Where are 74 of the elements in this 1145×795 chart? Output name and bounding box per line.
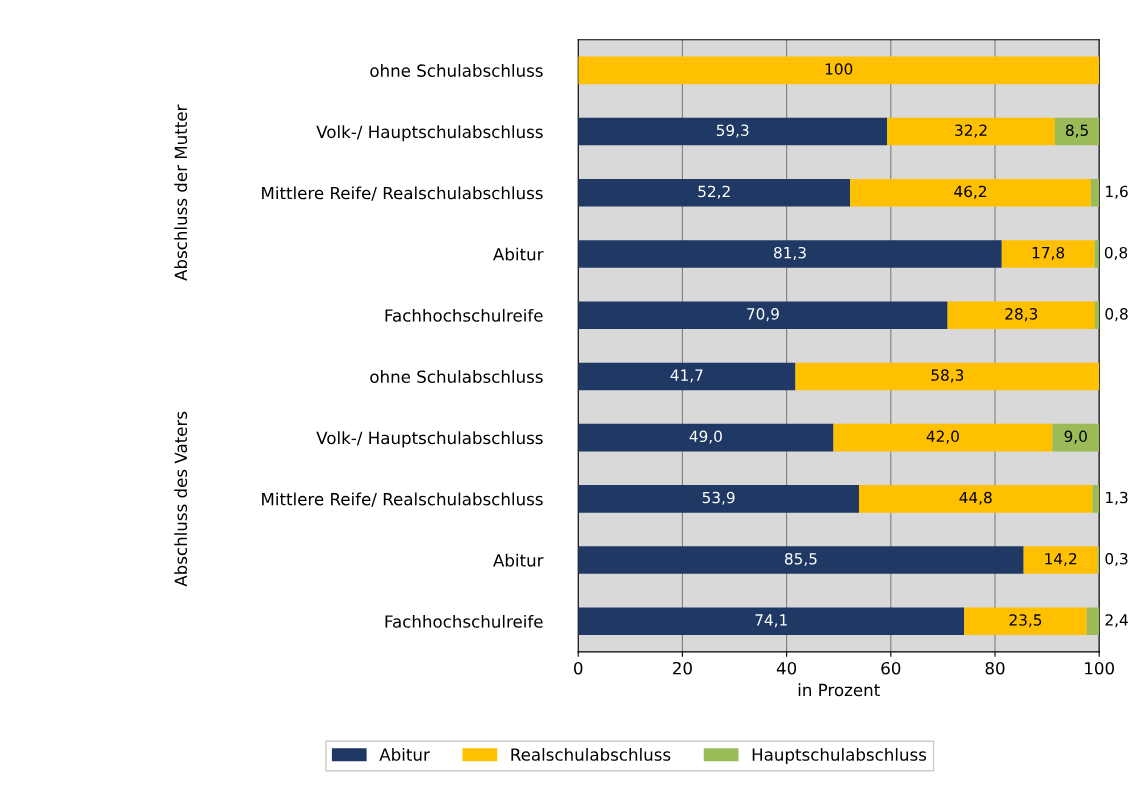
data-label: 52,2 bbox=[698, 185, 730, 199]
bar bbox=[1090, 179, 1100, 207]
data-label: 41,7 bbox=[670, 369, 703, 383]
bar bbox=[578, 423, 834, 452]
bar bbox=[1094, 240, 1099, 268]
bar bbox=[795, 362, 1100, 391]
text: Abschluss des Vaters bbox=[174, 411, 188, 587]
bar bbox=[578, 301, 948, 329]
data-label: 85,5 bbox=[784, 552, 817, 567]
bar bbox=[833, 423, 1053, 452]
data-label: 32,2 bbox=[955, 124, 987, 138]
data-label: 42,0 bbox=[926, 430, 959, 444]
data-label: 81,3 bbox=[774, 246, 806, 260]
y-tick-label: Fachhochschulreife bbox=[385, 308, 543, 322]
bar bbox=[947, 301, 1096, 329]
x-tick-label: 0 bbox=[574, 661, 583, 675]
data-label: 8,5 bbox=[1065, 124, 1088, 138]
data-label: 44,8 bbox=[959, 491, 992, 505]
bar bbox=[859, 485, 1093, 513]
bar bbox=[578, 179, 851, 207]
bar bbox=[578, 56, 1100, 85]
y-tick-label: ohne Schulabschluss bbox=[370, 370, 543, 383]
x-tick-label: 20 bbox=[673, 661, 692, 675]
data-label: 70,9 bbox=[747, 308, 779, 322]
data-label: 58,3 bbox=[931, 369, 964, 383]
bar bbox=[578, 546, 1024, 574]
data-label: 14,2 bbox=[1045, 552, 1077, 567]
data-label: 1,6 bbox=[1106, 185, 1128, 199]
y-tick-label: Mittlere Reife/ Realschulabschluss bbox=[262, 186, 543, 201]
bar bbox=[1086, 607, 1100, 636]
legend-label: Realschulabschluss bbox=[511, 747, 671, 761]
bar bbox=[578, 607, 965, 636]
text: Abschluss der Mutter bbox=[174, 104, 188, 281]
y-tick-label: Volk-/ Hauptschulabschluss bbox=[316, 125, 543, 142]
data-label: 17,8 bbox=[1032, 246, 1065, 260]
bar bbox=[1054, 117, 1100, 146]
y-tick-label: Abitur bbox=[493, 247, 544, 261]
data-label: 59,3 bbox=[716, 124, 749, 138]
y-tick-label: ohne Schulabschluss bbox=[370, 64, 543, 77]
bar bbox=[578, 362, 796, 391]
y-tick-label: Abitur bbox=[493, 553, 544, 567]
x-tick-label: 60 bbox=[881, 661, 901, 675]
data-label: 9,0 bbox=[1064, 430, 1087, 444]
legend-label: Hauptschulabschluss bbox=[752, 747, 927, 765]
data-label: 74,1 bbox=[755, 614, 787, 628]
data-label: 53,9 bbox=[702, 491, 735, 505]
x-axis-title: in Prozent bbox=[798, 683, 880, 697]
bar bbox=[1092, 485, 1100, 513]
bar bbox=[1001, 240, 1095, 268]
bar bbox=[964, 607, 1087, 636]
data-label: 2,4 bbox=[1105, 614, 1128, 628]
data-label: 28,3 bbox=[1005, 308, 1038, 322]
data-label: 23,5 bbox=[1009, 614, 1042, 628]
data-label: 0,3 bbox=[1105, 552, 1128, 567]
data-label: 49,0 bbox=[689, 430, 722, 444]
x-tick-label: 100 bbox=[1085, 661, 1114, 675]
data-label: 46,2 bbox=[954, 185, 986, 199]
y-tick-label: Volk-/ Hauptschulabschluss bbox=[316, 431, 543, 448]
bar bbox=[1095, 301, 1100, 329]
bar bbox=[887, 117, 1055, 146]
data-label: 0,8 bbox=[1105, 308, 1128, 322]
bar bbox=[578, 117, 888, 146]
bar bbox=[578, 485, 860, 513]
bar bbox=[1023, 546, 1098, 574]
y-tick-label: Fachhochschulreife bbox=[385, 614, 543, 628]
data-label: 0,8 bbox=[1104, 246, 1128, 260]
bar bbox=[1052, 423, 1100, 452]
data-label: 100 bbox=[825, 63, 853, 75]
bar bbox=[578, 240, 1002, 268]
x-tick-label: 80 bbox=[985, 661, 1005, 675]
x-tick-label: 40 bbox=[776, 661, 797, 675]
bar bbox=[850, 179, 1091, 207]
data-label: 1,3 bbox=[1106, 491, 1128, 505]
y-tick-label: Mittlere Reife/ Realschulabschluss bbox=[262, 492, 543, 507]
